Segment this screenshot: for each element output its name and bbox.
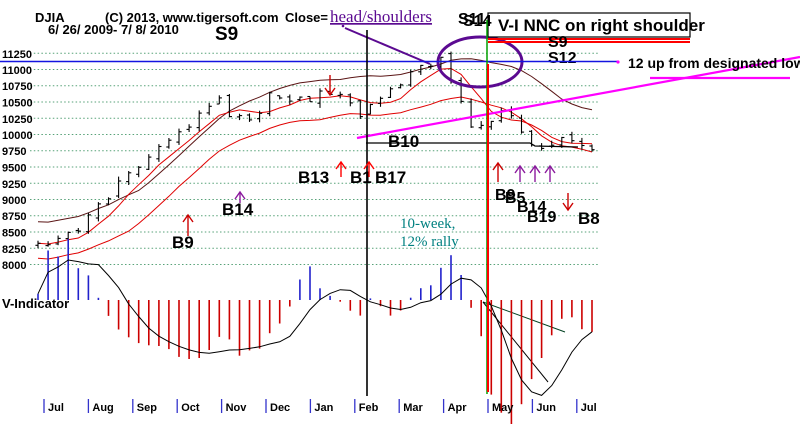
svg-text:Apr: Apr	[448, 402, 468, 414]
svg-text:10-week,: 10-week,	[400, 216, 455, 232]
svg-text:Dec: Dec	[270, 402, 290, 414]
svg-text:B8: B8	[578, 209, 600, 228]
svg-text:10750: 10750	[2, 81, 33, 93]
svg-text:8250: 8250	[2, 244, 26, 256]
svg-text:8000: 8000	[2, 260, 26, 272]
svg-text:Jul: Jul	[48, 402, 64, 414]
svg-text:S12: S12	[548, 50, 577, 67]
svg-text:V-Indicator: V-Indicator	[2, 296, 69, 311]
svg-text:Sep: Sep	[137, 402, 157, 414]
svg-text:Feb: Feb	[359, 402, 379, 414]
svg-text:8750: 8750	[2, 211, 26, 223]
svg-text:12 up from designated low: 12 up from designated low	[628, 55, 800, 71]
svg-text:9000: 9000	[2, 195, 26, 207]
svg-text:B10: B10	[388, 132, 419, 151]
svg-text:May: May	[492, 402, 514, 414]
svg-text:Mar: Mar	[403, 402, 423, 414]
svg-text:B9: B9	[172, 233, 194, 252]
svg-text:8500: 8500	[2, 228, 26, 240]
svg-text:6/ 26/ 2009- 7/ 8/ 2010: 6/ 26/ 2009- 7/ 8/ 2010	[48, 22, 179, 37]
svg-text:Jun: Jun	[536, 402, 556, 414]
svg-text:Aug: Aug	[92, 402, 113, 414]
svg-text:Oct: Oct	[181, 402, 200, 414]
svg-text:B17: B17	[375, 168, 406, 187]
svg-text:9500: 9500	[2, 163, 26, 175]
svg-text:10000: 10000	[2, 130, 33, 142]
svg-text:9250: 9250	[2, 179, 26, 191]
svg-text:Nov: Nov	[226, 402, 248, 414]
svg-text:S9: S9	[215, 24, 238, 45]
svg-text:Jan: Jan	[314, 402, 333, 414]
svg-text:V-I NNC on right shoulder: V-I NNC on right shoulder	[498, 16, 705, 35]
svg-text:B13: B13	[298, 168, 329, 187]
svg-text:Jul: Jul	[581, 402, 597, 414]
svg-text:11000: 11000	[2, 65, 32, 77]
svg-text:10250: 10250	[2, 114, 33, 126]
svg-text:S9: S9	[548, 34, 568, 51]
svg-text:12% rally: 12% rally	[400, 234, 459, 250]
svg-text:11250: 11250	[2, 49, 32, 61]
svg-text:B19: B19	[527, 209, 556, 226]
svg-text:Close=: Close=	[285, 10, 328, 25]
svg-text:B14: B14	[222, 200, 254, 219]
svg-text:9750: 9750	[2, 146, 26, 158]
svg-text:10500: 10500	[2, 98, 33, 110]
svg-text:head/shoulders: head/shoulders	[330, 7, 432, 26]
